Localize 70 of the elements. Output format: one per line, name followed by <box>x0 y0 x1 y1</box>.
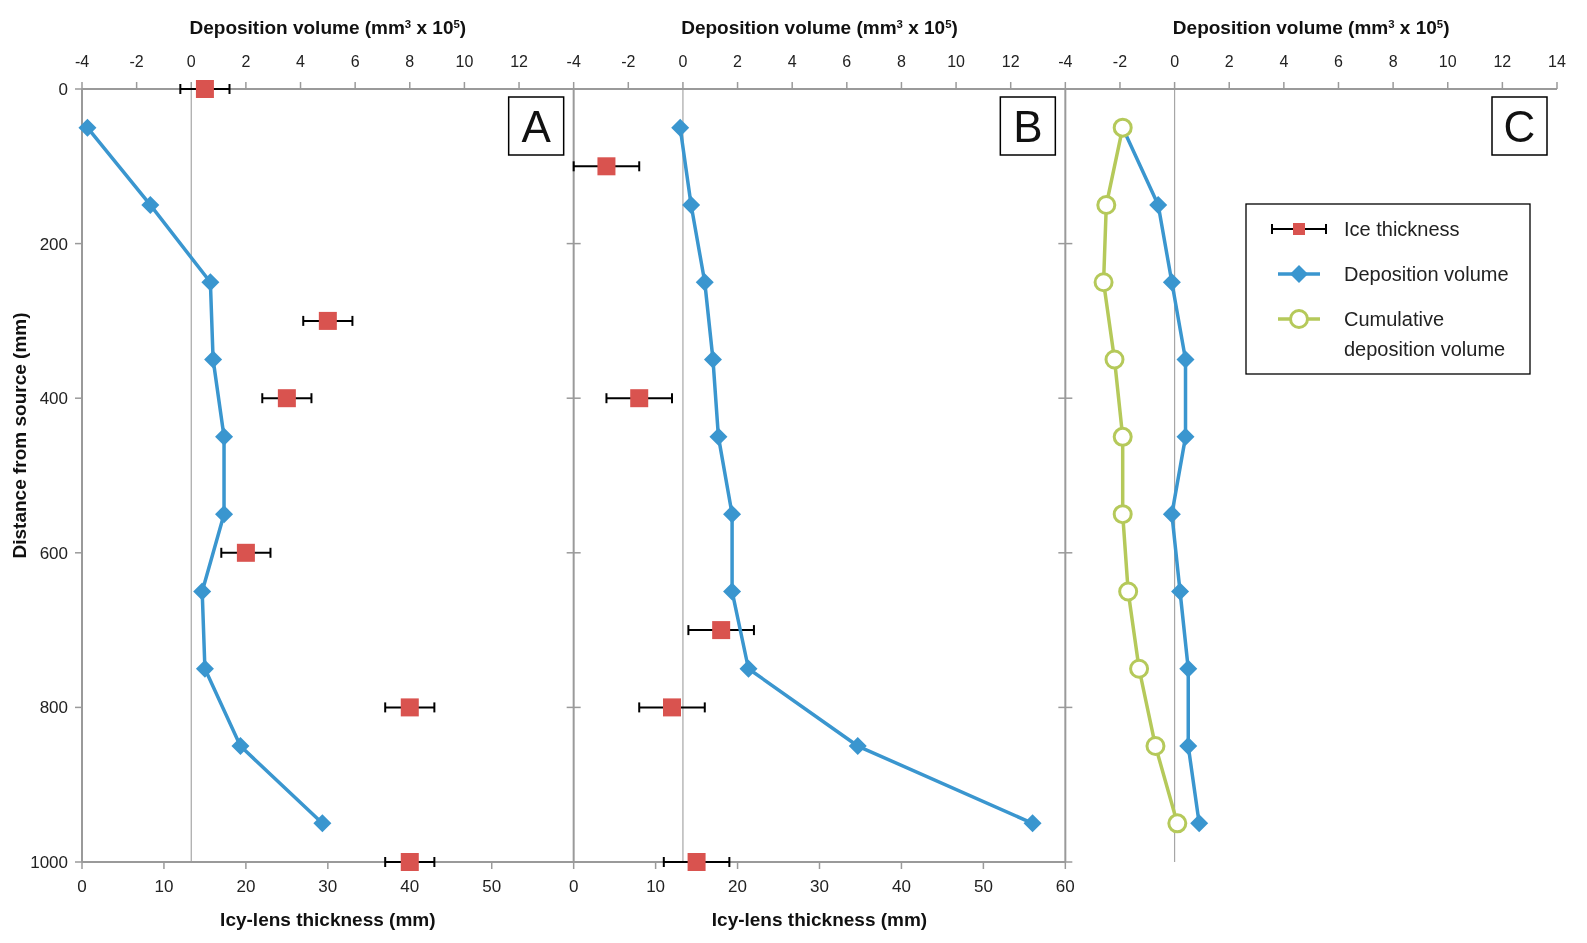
point <box>1167 813 1188 834</box>
x-axis-title: Icy-lens thickness (mm) <box>220 909 436 930</box>
point <box>1112 426 1133 447</box>
x-tick-label: 6 <box>1334 53 1344 70</box>
x-tick-label: 40 <box>891 877 911 896</box>
annotation: A <box>521 101 552 151</box>
point <box>1104 349 1125 370</box>
point <box>597 157 616 176</box>
y-tick-label: 200 <box>39 234 68 254</box>
point <box>1179 737 1198 756</box>
point <box>400 853 419 871</box>
point <box>277 389 296 408</box>
point <box>712 621 731 640</box>
x-axis-title: Icy-lens thickness (mm) <box>711 909 928 930</box>
x-tick-label: 0 <box>568 877 579 896</box>
x-tick-label: 0 <box>1170 53 1180 70</box>
point <box>1176 427 1195 446</box>
point <box>400 698 419 717</box>
x-tick-label: 40 <box>400 877 420 896</box>
point <box>1179 659 1198 678</box>
annotation: B <box>1013 101 1043 151</box>
x-tick-label: 8 <box>1388 53 1398 70</box>
x-tick-label: 50 <box>482 877 502 896</box>
point <box>687 853 706 871</box>
point <box>1093 272 1114 293</box>
x2-axis-title: Deposition volume (mm$^{3}$ x 10$^{5}$) <box>681 17 958 38</box>
x-tick-label: -4 <box>1058 53 1073 70</box>
x-tick-label: 20 <box>236 877 256 896</box>
x-tick-label: 14 <box>1548 53 1566 70</box>
y-tick-label: 800 <box>39 698 68 718</box>
x2-axis-title: Deposition volume (mm$^{3}$ x 10$^{5}$) <box>189 17 467 38</box>
x-tick-label: -2 <box>1112 53 1128 70</box>
x-tick-label: 10 <box>154 877 174 896</box>
y-axis-title: Distance from source (mm) <box>9 312 30 559</box>
y-tick-label: 1000 <box>30 852 68 872</box>
point <box>1129 658 1150 679</box>
legend-label: Ice thickness <box>1344 218 1460 240</box>
x-tick-label: 10 <box>646 877 666 896</box>
x-tick-label: 10 <box>1438 53 1457 70</box>
legend-label: Deposition volume <box>1344 263 1509 285</box>
point <box>1162 273 1181 292</box>
point <box>1171 582 1190 601</box>
x-tick-label: 20 <box>728 877 748 896</box>
x-tick-label: 30 <box>318 877 338 896</box>
y-tick-label: 0 <box>58 79 68 99</box>
point <box>195 80 214 98</box>
x-tick-label: 4 <box>1279 53 1289 70</box>
point <box>1096 194 1117 215</box>
point <box>1176 350 1195 369</box>
point <box>663 698 681 717</box>
point <box>1112 504 1133 525</box>
point <box>1149 195 1168 214</box>
x-axis-title: Deposition volume (mm$^{3}$ x 10$^{5}$) <box>1172 17 1450 38</box>
annotation: C <box>1503 101 1536 151</box>
x-tick-label: 60 <box>1055 877 1075 896</box>
point <box>318 311 337 330</box>
point <box>1118 581 1139 602</box>
x-tick-label: 0 <box>77 877 87 896</box>
y-tick-label: 400 <box>39 389 68 409</box>
point <box>1162 505 1181 524</box>
x-tick-label: 50 <box>973 877 993 896</box>
point <box>236 543 255 562</box>
legend-label: Cumulative deposition volume <box>1344 308 1506 360</box>
point <box>1190 814 1209 833</box>
x-tick-label: 30 <box>810 877 829 896</box>
x-tick-label: 2 <box>1224 53 1234 70</box>
y-tick-label: 600 <box>39 543 68 563</box>
x-tick-label: 12 <box>1493 53 1512 70</box>
point <box>630 389 649 408</box>
point <box>1145 736 1166 757</box>
